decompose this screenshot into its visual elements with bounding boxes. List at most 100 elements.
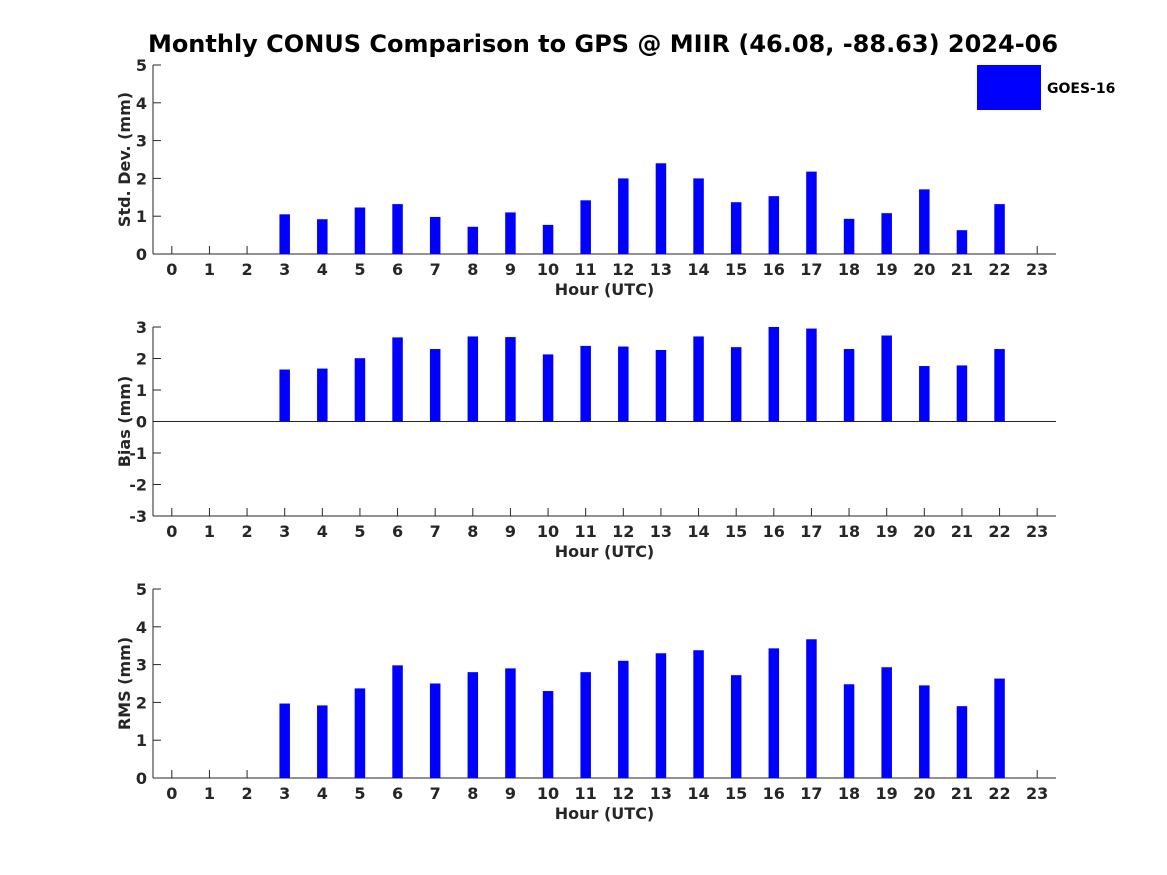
bar	[279, 703, 290, 778]
x-tick-label: 5	[354, 260, 365, 279]
x-tick-label: 17	[800, 260, 822, 279]
x-tick-label: 12	[612, 260, 634, 279]
bar	[279, 369, 290, 422]
bar	[429, 683, 441, 778]
y-tick-label: 1	[136, 731, 147, 750]
x-tick-label: 13	[650, 260, 672, 279]
x-tick-label: 1	[204, 522, 215, 541]
bar	[392, 204, 403, 254]
x-tick-label: 3	[279, 784, 290, 803]
x-tick-label: 21	[951, 260, 973, 279]
bar	[429, 349, 441, 422]
x-tick-label: 16	[763, 784, 785, 803]
x-tick-label: 22	[988, 784, 1010, 803]
bar	[919, 685, 930, 778]
y-tick-label: -1	[129, 444, 147, 463]
x-tick-label: 15	[725, 522, 747, 541]
bar	[429, 216, 441, 254]
bar	[467, 672, 479, 778]
bar	[655, 653, 667, 778]
bar	[730, 347, 742, 422]
bar	[467, 336, 479, 422]
x-tick-label: 14	[687, 784, 709, 803]
x-tick-label: 9	[505, 522, 516, 541]
y-tick-label: 0	[136, 769, 147, 788]
x-tick-label: 3	[279, 260, 290, 279]
x-tick-label: 22	[988, 260, 1010, 279]
bar	[354, 207, 366, 254]
bar	[655, 163, 667, 254]
bar	[806, 171, 817, 254]
x-tick-label: 6	[392, 522, 403, 541]
bar	[919, 189, 930, 254]
x-tick-label: 22	[988, 522, 1010, 541]
x-tick-label: 17	[800, 522, 822, 541]
y-tick-label: 3	[136, 132, 147, 151]
x-tick-label: 19	[876, 784, 898, 803]
bar	[693, 178, 704, 254]
y-tick-label: 3	[136, 318, 147, 337]
x-tick-label: 21	[951, 784, 973, 803]
y-tick-label: 2	[136, 350, 147, 369]
bar	[994, 349, 1005, 422]
x-tick-label: 7	[430, 260, 441, 279]
y-tick-label: -3	[129, 507, 147, 526]
bar	[693, 336, 704, 422]
x-tick-label: 19	[876, 522, 898, 541]
x-tick-label: 9	[505, 784, 516, 803]
y-axis-label: Std. Dev. (mm)	[115, 92, 134, 227]
x-tick-label: 2	[241, 260, 252, 279]
x-tick-label: 8	[467, 522, 478, 541]
x-tick-label: 0	[166, 522, 177, 541]
x-tick-label: 20	[913, 784, 935, 803]
x-tick-label: 12	[612, 784, 634, 803]
y-tick-label: 0	[136, 413, 147, 432]
bar	[843, 684, 855, 778]
x-tick-label: 10	[537, 784, 559, 803]
x-axis-label: Hour (UTC)	[555, 804, 655, 823]
bar	[843, 349, 855, 422]
legend-label: GOES-16	[1047, 81, 1115, 97]
x-tick-label: 14	[687, 522, 709, 541]
x-tick-label: 6	[392, 260, 403, 279]
x-axis-label: Hour (UTC)	[555, 542, 655, 561]
bar	[881, 213, 892, 254]
bar	[354, 358, 366, 422]
x-tick-label: 6	[392, 784, 403, 803]
bar	[655, 349, 667, 422]
x-tick-label: 13	[650, 784, 672, 803]
bar	[580, 345, 591, 422]
x-axis-label: Hour (UTC)	[555, 280, 655, 299]
x-tick-label: 17	[800, 784, 822, 803]
x-tick-label: 18	[838, 260, 860, 279]
x-tick-label: 15	[725, 260, 747, 279]
y-tick-label: 1	[136, 381, 147, 400]
x-tick-label: 0	[166, 260, 177, 279]
x-tick-label: 5	[354, 784, 365, 803]
bar	[392, 337, 403, 422]
x-tick-label: 2	[241, 784, 252, 803]
bar	[881, 335, 892, 422]
y-tick-label: 0	[136, 245, 147, 264]
bar	[956, 706, 968, 778]
x-tick-label: 8	[467, 784, 478, 803]
x-tick-label: 11	[575, 784, 597, 803]
y-tick-label: 4	[136, 618, 147, 637]
x-tick-label: 16	[763, 522, 785, 541]
x-tick-label: 21	[951, 522, 973, 541]
bar	[730, 675, 742, 778]
bar	[542, 354, 554, 422]
x-tick-label: 23	[1026, 784, 1048, 803]
bar	[618, 346, 629, 422]
y-tick-label: 1	[136, 207, 147, 226]
bar	[317, 219, 328, 254]
bar	[317, 705, 328, 778]
y-axis-label: Bias (mm)	[115, 376, 134, 468]
bar	[542, 224, 554, 254]
x-tick-label: 18	[838, 522, 860, 541]
x-tick-label: 10	[537, 522, 559, 541]
bar	[768, 196, 780, 254]
